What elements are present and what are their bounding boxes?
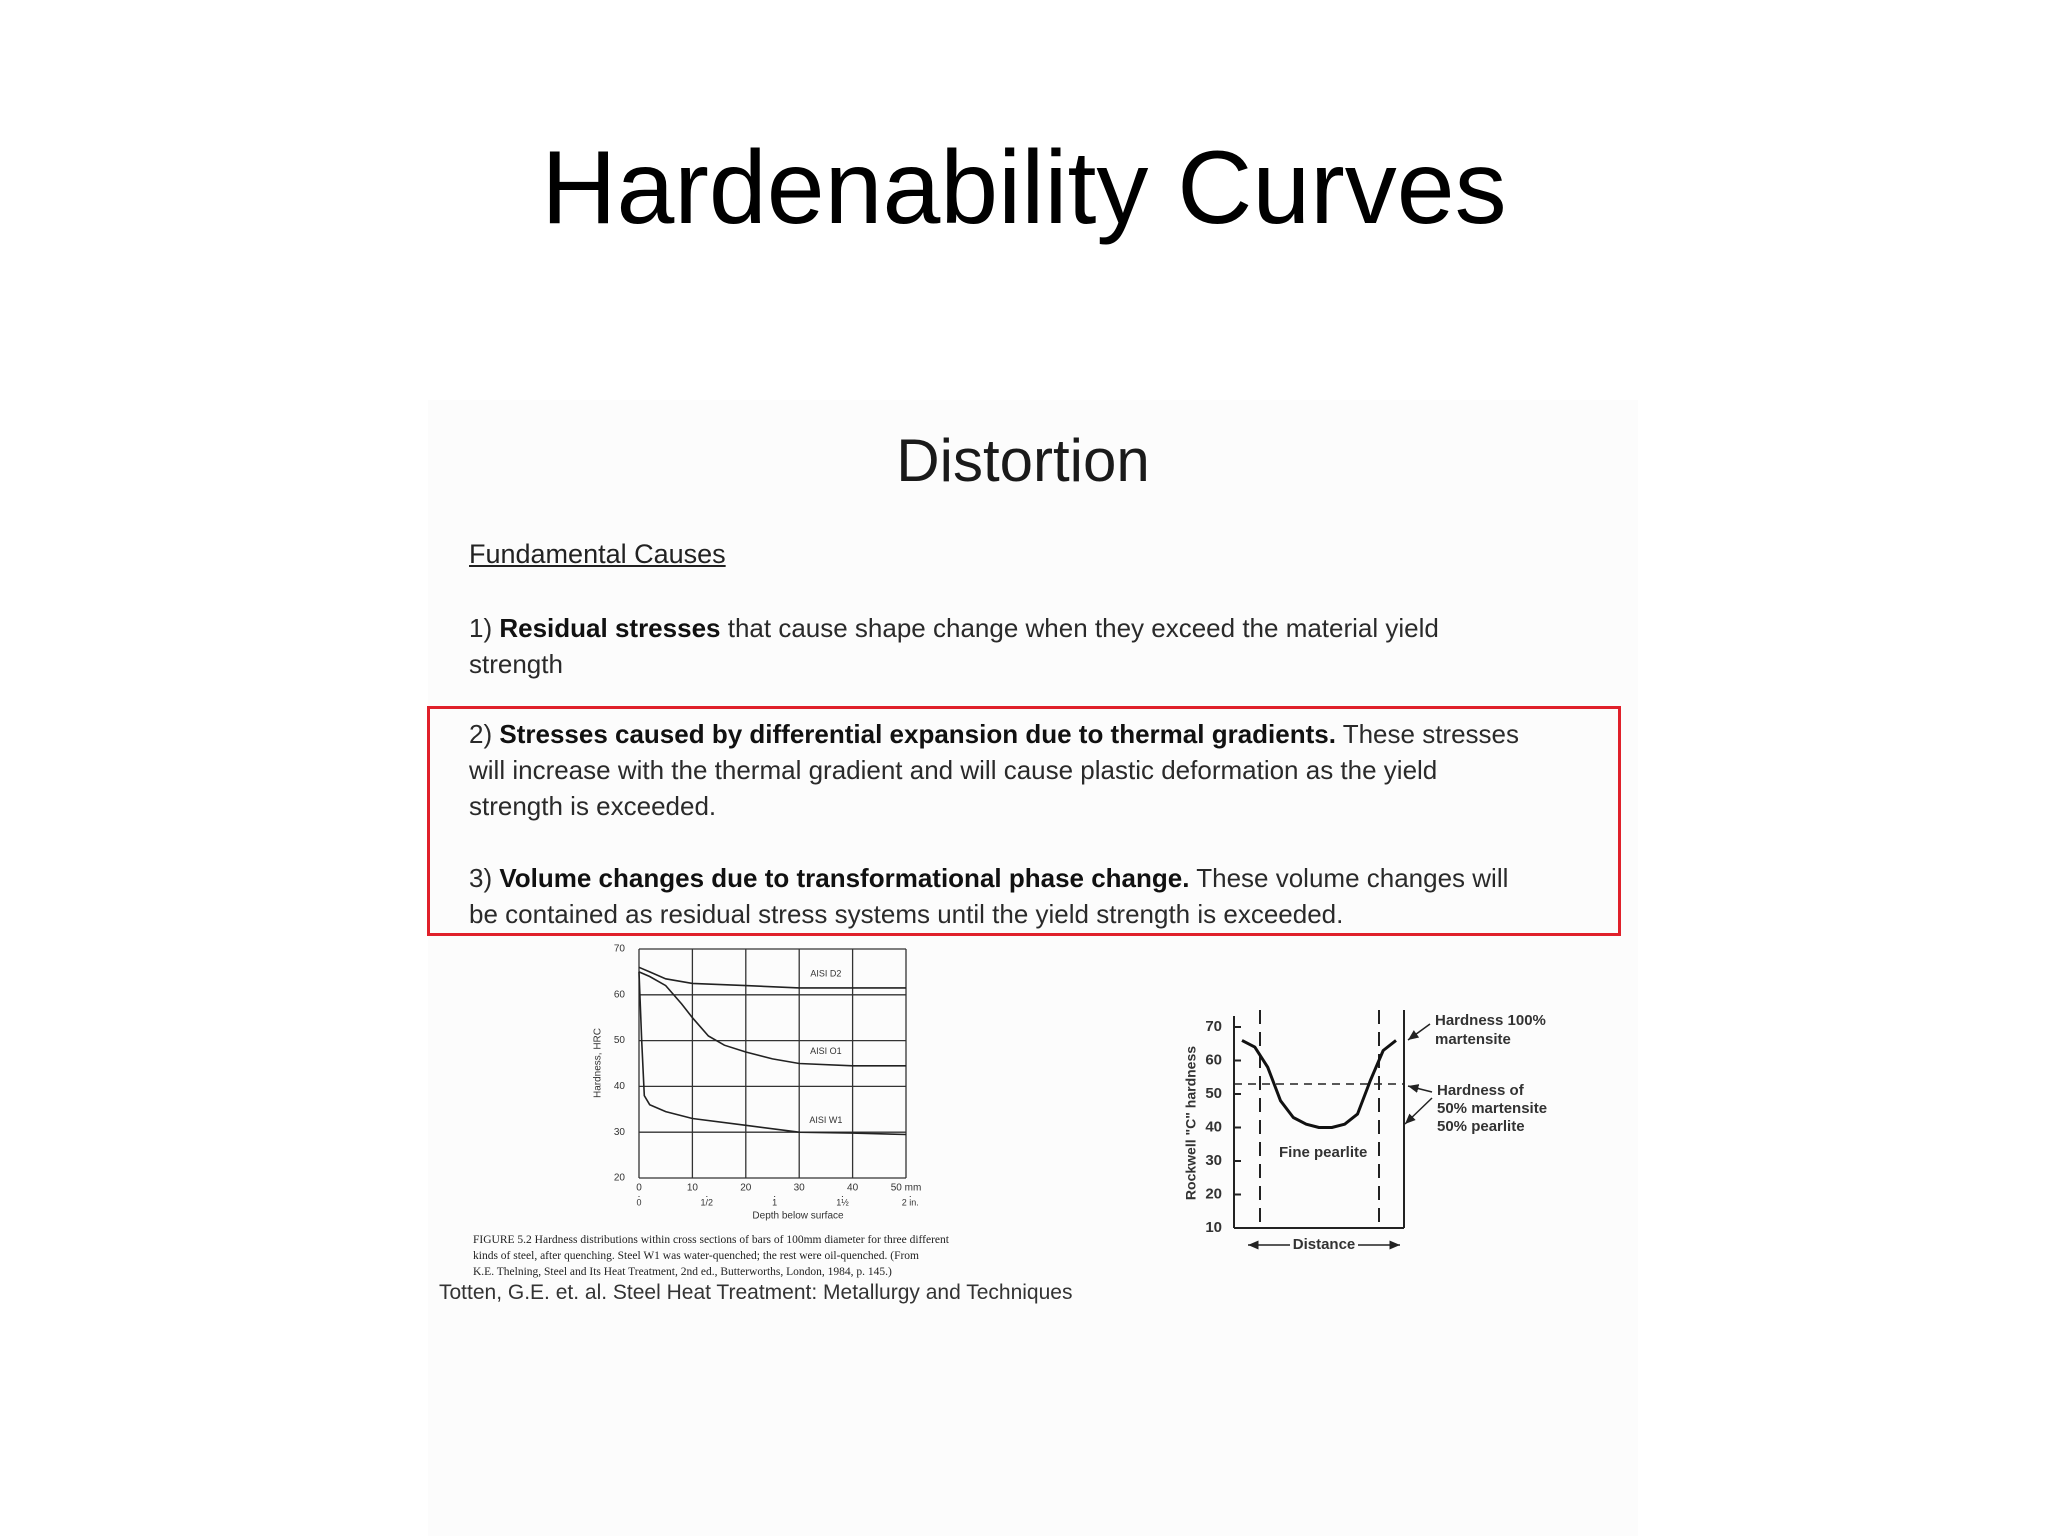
series-line [638, 971, 907, 1136]
figure-caption: kinds of steel, after quenching. Steel W… [473, 1250, 919, 1262]
slide-title: Hardenability Curves [541, 130, 1507, 246]
cause-item: 1) Residual stresses that cause shape ch… [469, 610, 1529, 682]
item-text: These stresses will increase with the th… [469, 719, 1520, 821]
y-tick-label: 60 [614, 989, 626, 1000]
leader-arrow [1407, 1084, 1433, 1093]
y-tick-label: 10 [1205, 1219, 1222, 1236]
y-tick-label: 30 [1205, 1152, 1222, 1169]
series-label: AISI O1 [810, 1046, 842, 1056]
series-line [638, 966, 906, 989]
leader-arrow [1404, 1097, 1433, 1125]
y-tick-label: 50 [614, 1035, 626, 1046]
annotation: 50% pearlite [1437, 1118, 1525, 1135]
series-label: AISI W1 [809, 1115, 842, 1125]
y-axis-label: Rockwell "C" hardness [1183, 1046, 1199, 1200]
source: Totten, G.E. et. al. Steel Heat Treatmen… [439, 1281, 1073, 1304]
y-tick-label: 20 [614, 1173, 626, 1184]
x-tick-label: 10 [687, 1183, 699, 1194]
item-number: 1) [469, 613, 493, 643]
x-tick-label: 30 [794, 1183, 806, 1194]
heading: Distortion [896, 427, 1150, 494]
annotation: Hardness of [1437, 1082, 1525, 1099]
annotation: martensite [1435, 1031, 1511, 1048]
figure-caption: FIGURE 5.2 Hardness distributions within… [473, 1234, 949, 1246]
x-tick-label: 50 mm [891, 1183, 922, 1194]
section-heading: Fundamental Causes [469, 539, 726, 569]
x-axis-label: Depth below surface [752, 1211, 844, 1222]
figure-caption: K.E. Thelning, Steel and Its Heat Treatm… [473, 1266, 892, 1278]
series-label: AISI D2 [810, 968, 841, 978]
item-text: These volume changes will be contained a… [469, 863, 1509, 929]
item-bold: Volume changes due to transformational p… [499, 863, 1190, 893]
highlight-box [427, 706, 1621, 936]
item-number: 2) [469, 719, 493, 749]
right-figure-layout [1233, 1010, 1433, 1250]
y-axis-label: Hardness, HRC [593, 1028, 604, 1098]
x-tick-label: 40 [847, 1183, 859, 1194]
y-tick-label: 50 [1205, 1085, 1222, 1102]
hardness-curve [1241, 1039, 1397, 1129]
cause-item: 2) Stresses caused by differential expan… [469, 716, 1529, 824]
cause-item: 3) Volume changes due to transformationa… [469, 860, 1529, 932]
y-tick-label: 70 [1205, 1018, 1222, 1035]
leader-arrow [1407, 1023, 1431, 1041]
x-axis-label: Distance [1293, 1236, 1356, 1253]
x2-tick-label: 1 [772, 1197, 777, 1207]
y-tick-label: 40 [1205, 1118, 1222, 1135]
annotation: Fine pearlite [1279, 1144, 1367, 1161]
x2-tick-label: 1½ [836, 1197, 849, 1207]
x2-tick-label: 2 in. [902, 1197, 919, 1207]
annotation: Hardness 100% [1435, 1012, 1546, 1029]
y-tick-label: 70 [614, 944, 626, 955]
y-tick-label: 20 [1205, 1185, 1222, 1202]
item-bold: Stresses caused by differential expansio… [499, 719, 1336, 749]
series-line [638, 971, 906, 1067]
x2-tick-label: 0 [636, 1197, 641, 1207]
y-tick-label: 60 [1205, 1051, 1222, 1068]
embedded-slide [428, 400, 1638, 1536]
item-text: that cause shape change when they exceed… [469, 613, 1439, 679]
annotation: 50% martensite [1437, 1100, 1547, 1117]
y-tick-label: 30 [614, 1127, 626, 1138]
x-tick-label: 0 [636, 1183, 642, 1194]
x2-tick-label: 1/2 [701, 1197, 714, 1207]
item-number: 3) [469, 863, 493, 893]
x-tick-label: 20 [740, 1183, 752, 1194]
y-tick-label: 40 [614, 1081, 626, 1092]
item-bold: Residual stresses [499, 613, 721, 643]
